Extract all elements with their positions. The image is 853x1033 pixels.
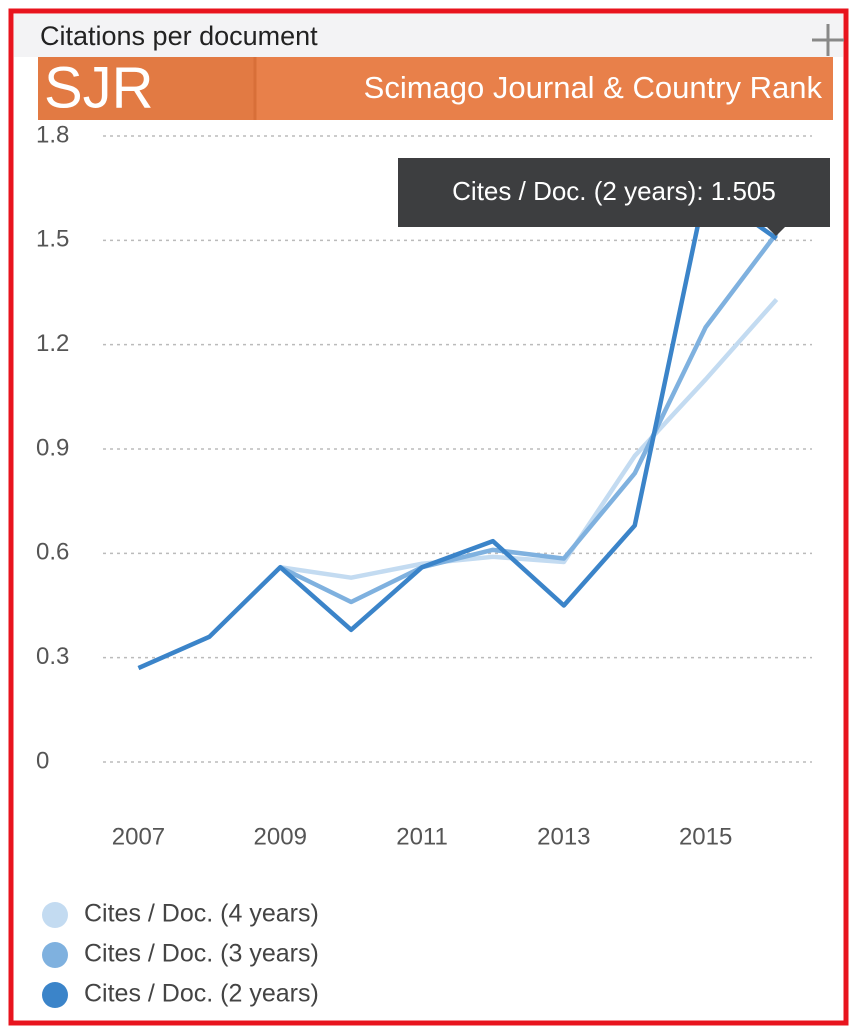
x-tick-label: 2009 [254, 823, 307, 850]
y-tick-label: 1.5 [36, 226, 69, 253]
y-tick-label: 1.8 [36, 121, 69, 148]
tooltip-box [398, 158, 830, 227]
x-tick-label: 2007 [112, 823, 165, 850]
tooltip-text: Cites / Doc. (2 years): 1.505 [452, 176, 776, 206]
tooltip: Cites / Doc. (2 years): 1.505 [398, 158, 830, 236]
legend-swatch [42, 982, 68, 1008]
brand-logo: SJR [44, 55, 154, 120]
x-tick-label: 2011 [396, 823, 448, 850]
legend-label: Cites / Doc. (3 years) [84, 940, 319, 968]
y-tick-label: 1.2 [36, 330, 69, 357]
legend-swatch [42, 942, 68, 968]
tooltip-arrow [766, 226, 786, 236]
legend-label: Cites / Doc. (4 years) [84, 900, 319, 928]
expand-icon[interactable] [812, 24, 844, 56]
y-tick-label: 0.3 [36, 643, 69, 670]
series-line [137, 185, 778, 671]
plot-area: 0 0.3 0.6 0.9 1.2 1.5 1.8 2007 2009 2011 2013 2015 C… [36, 121, 830, 1008]
x-tick-label: 2015 [679, 823, 732, 850]
header-bar [14, 14, 843, 57]
brand-subtitle: Scimago Journal & Country Rank [364, 70, 823, 105]
legend-label: Cites / Doc. (2 years) [84, 980, 319, 1008]
series-line [279, 232, 779, 605]
y-tick-label: 0.6 [36, 539, 69, 566]
y-tick-label: 0 [36, 747, 49, 774]
legend-swatch [42, 902, 68, 928]
y-tick-label: 0.9 [36, 434, 69, 461]
series-line [279, 297, 779, 580]
brand-box [38, 57, 254, 120]
x-tick-label: 2013 [537, 823, 590, 850]
chart-title: Citations per document [40, 21, 318, 51]
